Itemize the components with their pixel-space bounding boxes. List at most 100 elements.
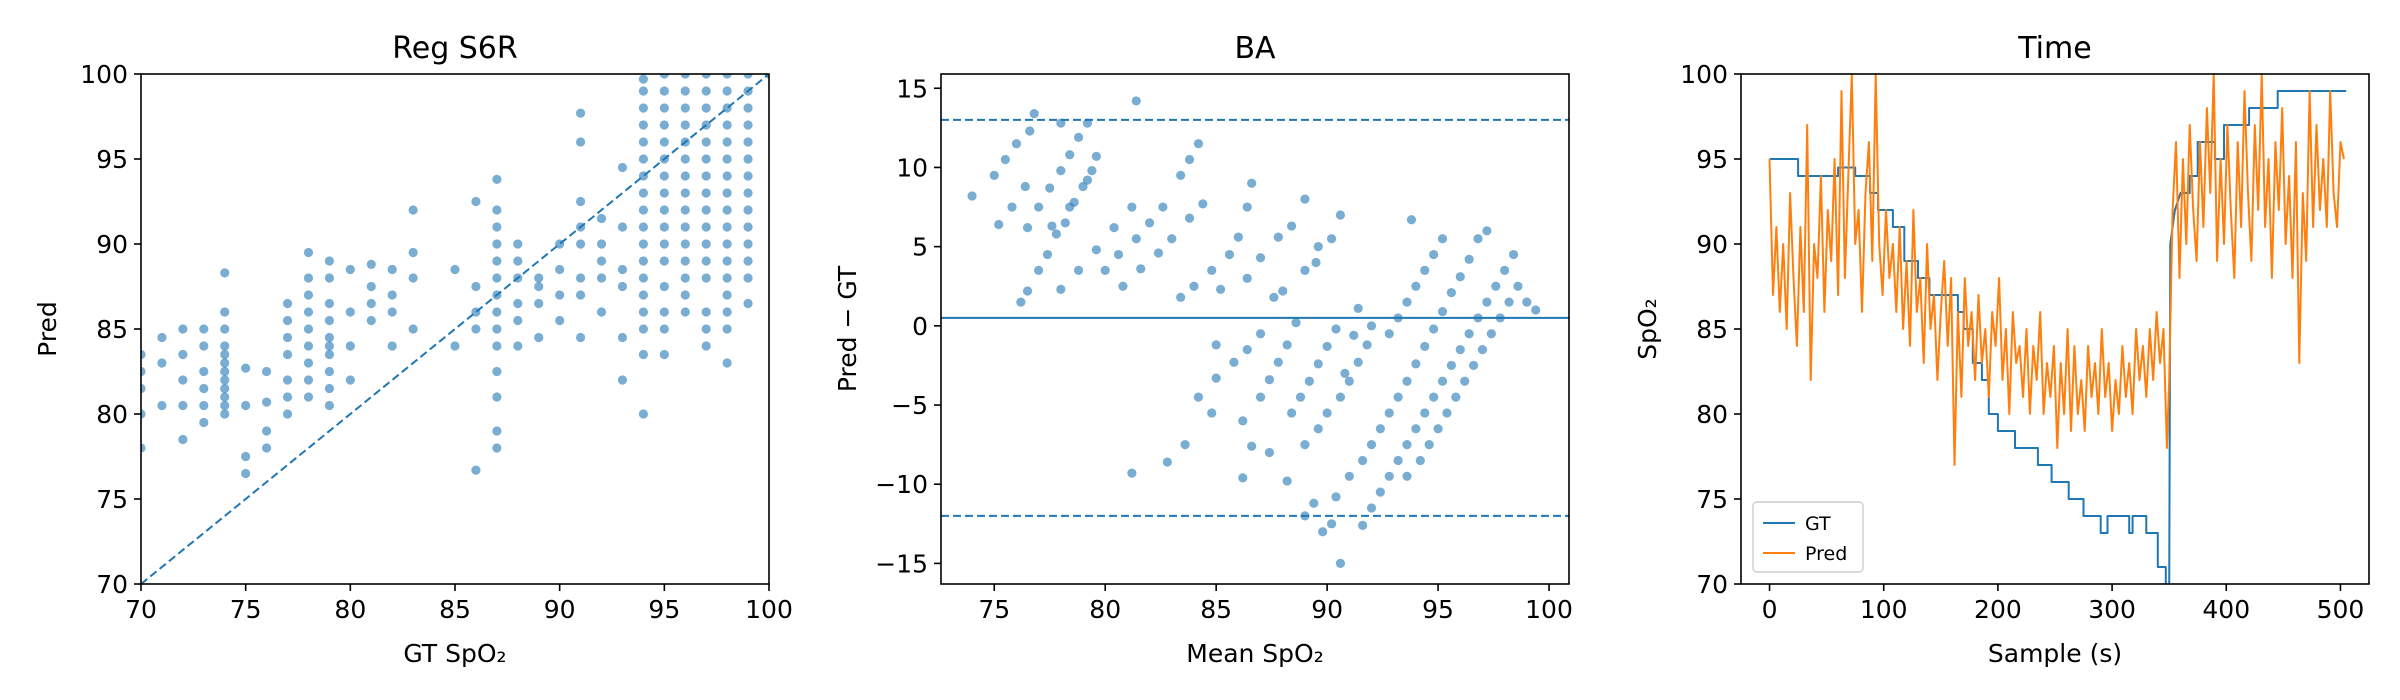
scatter-point [262, 366, 272, 377]
scatter-point [408, 273, 418, 283]
y-tick-label: 100 [1680, 60, 1728, 89]
scatter-point [722, 290, 732, 300]
scatter-point [1402, 297, 1412, 307]
scatter-point [701, 74, 711, 79]
scatter-point [1455, 344, 1465, 355]
y-tick-label: −10 [875, 470, 928, 499]
scatter-point [492, 426, 502, 436]
scatter-point [1335, 210, 1346, 220]
scatter-point [492, 256, 502, 266]
y-tick-label: 0 [912, 312, 928, 341]
y-axis-label: Pred [33, 301, 62, 357]
scatter-point [303, 307, 314, 317]
scatter-point [1136, 264, 1146, 274]
x-tick-label: 85 [439, 595, 471, 624]
scatter-point [701, 120, 711, 130]
scatter-point [471, 281, 481, 292]
scatter-point [1429, 249, 1439, 260]
scatter-point [1216, 284, 1226, 295]
scatter-point [659, 154, 669, 164]
scatter-point [282, 409, 293, 419]
scatter-point [1353, 357, 1363, 367]
scatter-point [722, 103, 732, 113]
scatter-point [1375, 487, 1385, 497]
scatter-point [324, 273, 334, 283]
scatter-point [596, 213, 607, 224]
scatter-point [1464, 254, 1474, 264]
scatter-point [1233, 232, 1243, 242]
scatter-point [1238, 416, 1248, 426]
scatter-point [1287, 221, 1297, 231]
scatter-point [1384, 329, 1394, 339]
scatter-point [1464, 329, 1474, 339]
scatter-point [366, 281, 376, 292]
scatter-point [701, 188, 711, 198]
x-axis-label: Sample (s) [1988, 639, 2122, 668]
scatter-point [1109, 223, 1119, 233]
scatter-point [638, 222, 649, 232]
scatter-point [1309, 498, 1319, 508]
scatter-point [220, 349, 230, 360]
x-tick-label: 100 [1525, 595, 1573, 624]
scatter-point [555, 290, 565, 300]
scatter-point [1282, 476, 1292, 486]
scatter-point [1131, 96, 1141, 106]
y-tick-label: 90 [1696, 230, 1728, 259]
scatter-point [1022, 223, 1033, 233]
scatter-point [638, 171, 649, 181]
scatter-point [1091, 151, 1101, 161]
scatter-point [680, 273, 690, 283]
scatter-point [1446, 287, 1456, 298]
x-tick-label: 500 [2317, 595, 2365, 624]
scatter-point [178, 324, 188, 334]
scatter-point [722, 120, 732, 130]
scatter-point [764, 74, 769, 79]
scatter-point [1300, 511, 1310, 521]
scatter-point [617, 375, 628, 385]
x-axis-label: Mean SpO₂ [1186, 639, 1324, 668]
scatter-point [178, 375, 188, 385]
scatter-point [743, 86, 753, 96]
scatter-point [576, 196, 586, 207]
scatter-point [366, 315, 376, 326]
scatter-point [1366, 503, 1377, 513]
scatter-point [1273, 232, 1283, 242]
chart-title: BA [1234, 31, 1276, 66]
scatter-point [1167, 234, 1177, 244]
scatter-point [1087, 166, 1097, 176]
scatter-point [1393, 313, 1403, 323]
scatter-point [1162, 457, 1172, 467]
scatter-point [1056, 166, 1066, 176]
scatter-point [701, 222, 711, 232]
scatter-point [492, 290, 502, 300]
scatter-point [576, 222, 586, 232]
scatter-point [1065, 150, 1075, 160]
scatter-point [1358, 520, 1368, 530]
scatter-point [1406, 215, 1417, 225]
scatter-point [680, 222, 690, 232]
scatter-point [1437, 234, 1448, 244]
scatter-point [1118, 281, 1128, 291]
scatter-point [1198, 199, 1208, 209]
y-axis-label: Pred − GT [833, 265, 862, 392]
scatter-point [743, 154, 753, 164]
scatter-point [994, 219, 1004, 230]
scatter-point [680, 86, 690, 96]
x-tick-label: 90 [544, 595, 576, 624]
scatter-point [513, 256, 523, 266]
scatter-point [680, 256, 690, 266]
scatter-point [617, 281, 628, 292]
scatter-point [1000, 154, 1010, 165]
y-tick-label: 15 [896, 74, 928, 103]
scatter-point [199, 341, 209, 351]
scatter-point [722, 239, 732, 249]
scatter-point [303, 290, 314, 300]
y-tick-label: 75 [96, 485, 128, 514]
scatter-point [492, 443, 502, 453]
scatter-point [638, 307, 649, 317]
scatter-point [324, 366, 334, 377]
scatter-point [701, 341, 711, 351]
scatter-point [1278, 286, 1288, 296]
scatter-point [680, 120, 690, 130]
scatter-point [1433, 424, 1443, 434]
